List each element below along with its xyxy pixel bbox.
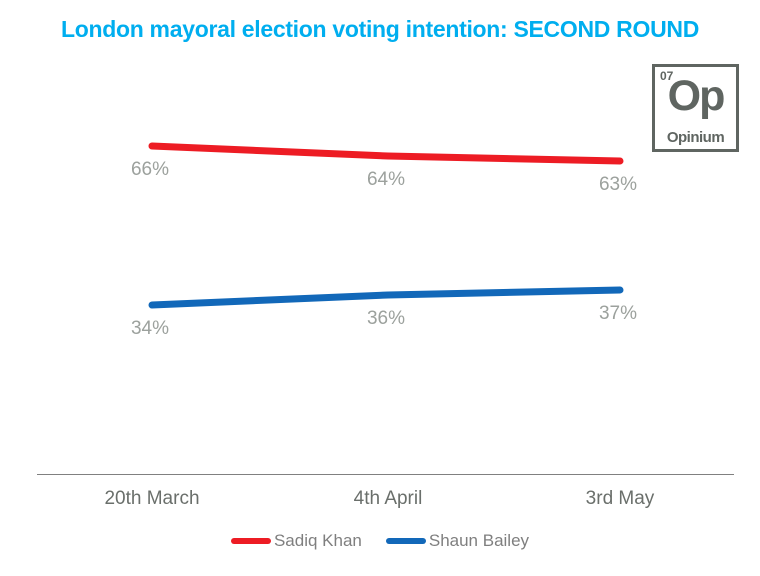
logo-number: 07 (660, 69, 674, 83)
legend-swatch-red (230, 538, 271, 544)
data-label: 63% (598, 174, 638, 195)
data-label: 34% (130, 318, 170, 339)
legend-swatch-blue (385, 538, 426, 544)
logo-symbol: Op (667, 72, 726, 120)
legend-label: Shaun Bailey (428, 531, 530, 550)
data-label: 37% (598, 303, 638, 324)
x-axis-label: 4th April (353, 488, 423, 509)
opinium-logo: 07 Op Opinium (652, 64, 739, 152)
chart-title: London mayoral election voting intention… (60, 16, 700, 42)
x-axis-label: 20th March (104, 488, 200, 509)
data-label: 36% (366, 308, 406, 329)
data-label: 64% (366, 169, 406, 190)
legend-item-sadiq-khan: Sadiq Khan (230, 531, 362, 551)
series-line-1 (148, 286, 624, 309)
data-label: 66% (130, 159, 170, 180)
legend-label: Sadiq Khan (273, 531, 362, 550)
logo-name: Opinium (666, 129, 725, 146)
x-axis-label: 3rd May (585, 488, 655, 509)
series-line-0 (148, 142, 624, 165)
legend-item-shaun-bailey: Shaun Bailey (385, 531, 530, 551)
x-axis-line (37, 474, 734, 475)
legend: Sadiq Khan Shaun Bailey (0, 531, 760, 551)
